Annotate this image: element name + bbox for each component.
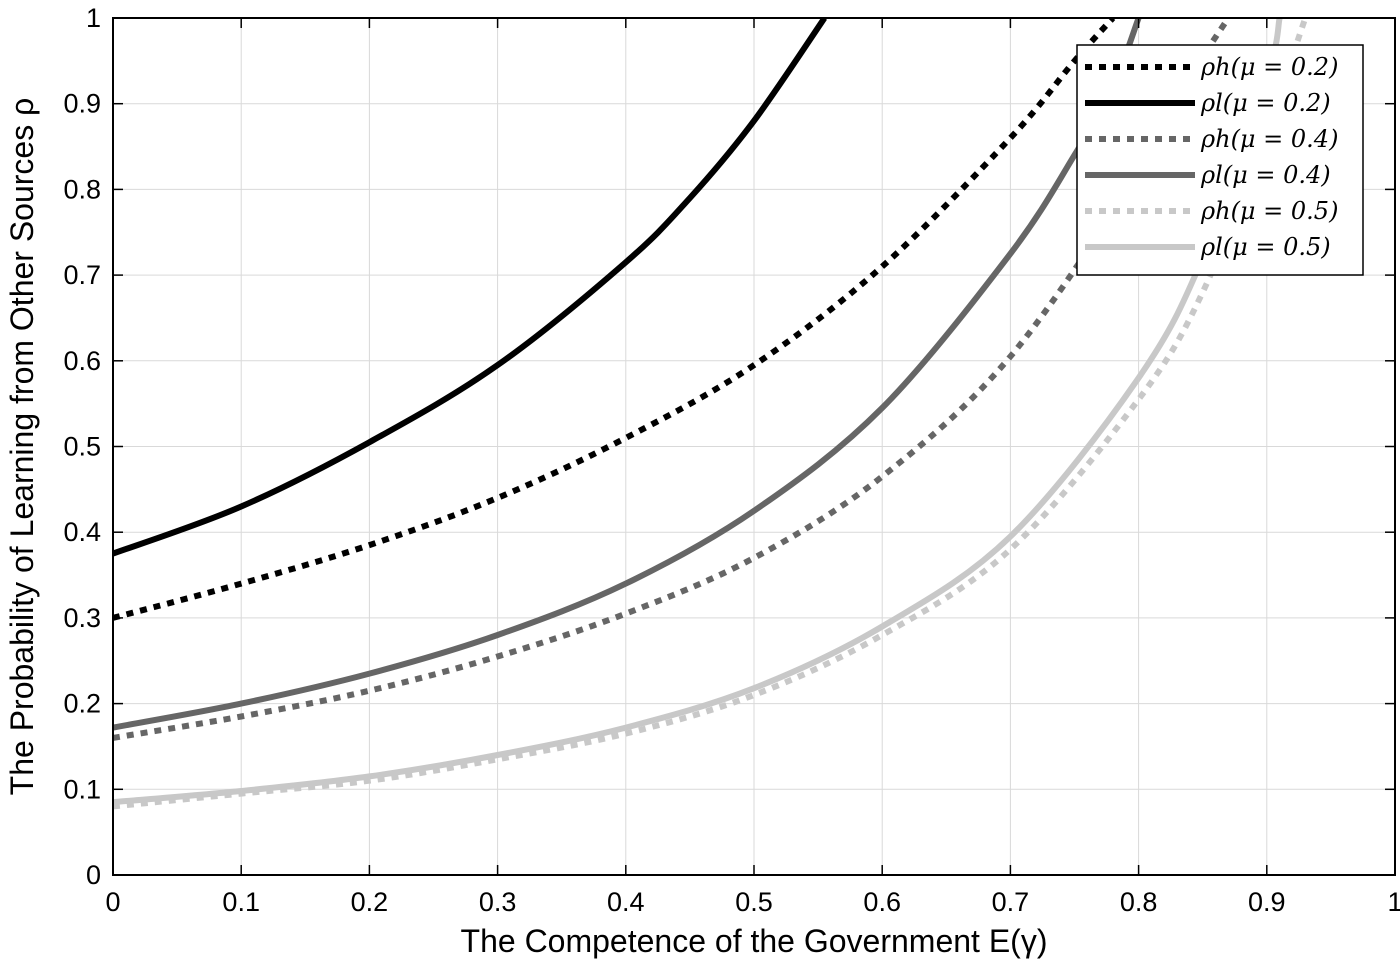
y-tick-label: 0.5 [63, 432, 101, 462]
x-tick-label: 0.4 [607, 887, 645, 917]
legend-box [1076, 44, 1364, 276]
y-tick-label: 1 [86, 3, 101, 33]
y-tick-label: 0 [86, 860, 101, 890]
legend-entry: ρl(μ = 0.2) [1200, 89, 1331, 117]
legend-entry: ρh(μ = 0.5) [1200, 197, 1338, 225]
legend: ρh(μ = 0.2) ρl(μ = 0.2) ρh(μ = 0.4) ρl(μ = … [1076, 44, 1364, 276]
y-tick-label: 0.4 [63, 517, 101, 547]
series-line-4 [113, 18, 1142, 731]
x-tick-label: 0 [105, 887, 120, 917]
x-tick-label: 0.9 [1248, 887, 1286, 917]
x-tick-label: 0.5 [735, 887, 773, 917]
x-tick-label: 0.3 [479, 887, 517, 917]
axis-ticks: 0 0.1 0.2 0.3 0.4 0.5 0.6 0.7 0.8 0.9 1 0 0.1 0.2 0.3 0… [63, 3, 1400, 917]
x-tick-label: 0.8 [1120, 887, 1158, 917]
legend-entry: ρh(μ = 0.4) [1200, 125, 1338, 153]
y-tick-label: 0.1 [63, 774, 101, 804]
y-axis-label: The Probability of Learning from Other S… [4, 98, 40, 796]
y-tick-label: 0.9 [63, 89, 101, 119]
legend-entry: ρl(μ = 0.5) [1200, 233, 1331, 261]
y-tick-label: 0.2 [63, 689, 101, 719]
y-tick-label: 0.3 [63, 603, 101, 633]
y-tick-label: 0.6 [63, 346, 101, 376]
series-line-1 [113, 18, 1116, 621]
series-line-2 [113, 18, 827, 557]
x-tick-label: 0.7 [992, 887, 1030, 917]
y-tick-label: 0.8 [63, 174, 101, 204]
legend-entry: ρl(μ = 0.4) [1200, 161, 1331, 189]
series-line-5 [113, 18, 1309, 810]
x-tick-label: 1 [1387, 887, 1400, 917]
x-tick-label: 0.1 [222, 887, 260, 917]
legend-entry: ρh(μ = 0.2) [1200, 53, 1338, 81]
x-tick-label: 0.2 [351, 887, 389, 917]
x-tick-label: 0.6 [863, 887, 901, 917]
x-axis-label: The Competence of the Government E(γ) [461, 923, 1048, 959]
y-tick-label: 0.7 [63, 260, 101, 290]
